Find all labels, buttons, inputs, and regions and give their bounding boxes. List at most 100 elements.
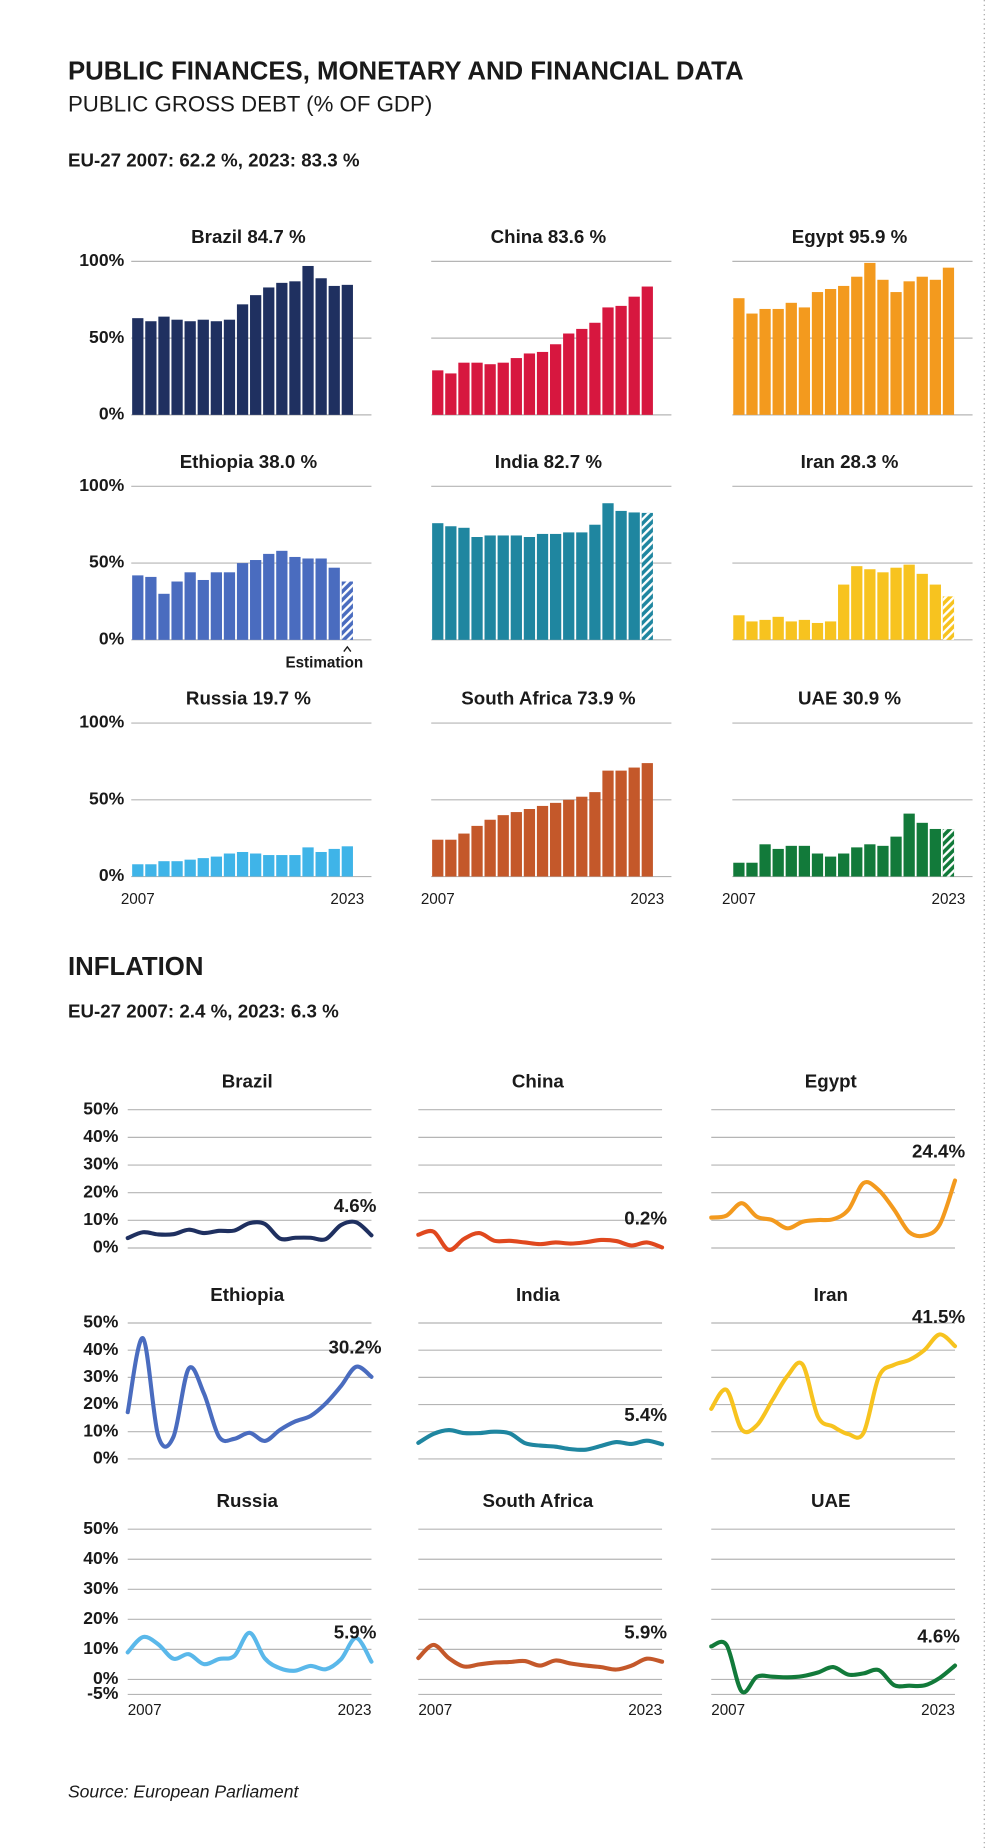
bar — [432, 523, 444, 640]
x-tick-label: 2007 — [711, 1702, 745, 1719]
chart-title: India 82.7 % — [495, 451, 603, 472]
bar — [445, 526, 457, 640]
y-tick-label: 50% — [83, 1098, 119, 1118]
value-label: 5.9% — [334, 1622, 377, 1643]
bar — [851, 276, 863, 415]
bar — [302, 847, 314, 877]
bar — [785, 302, 797, 415]
chart-title: South Africa — [482, 1490, 593, 1511]
chart-title: Russia 19.7 % — [186, 688, 311, 709]
bar — [811, 292, 824, 415]
bar — [589, 322, 601, 415]
x-tick-label: 2023 — [628, 1702, 662, 1719]
bar — [903, 564, 915, 640]
bar — [145, 576, 157, 640]
bar — [838, 285, 850, 415]
y-tick-label: -5% — [87, 1683, 119, 1703]
bar — [158, 316, 170, 415]
bar — [158, 861, 170, 877]
bar — [250, 295, 262, 415]
x-tick-label: 2007 — [421, 891, 455, 908]
chart-title: South Africa 73.9 % — [461, 688, 636, 709]
bar — [145, 864, 157, 877]
bar — [171, 581, 183, 640]
value-label: 5.9% — [624, 1622, 667, 1643]
bar — [263, 287, 275, 415]
bar — [328, 848, 340, 877]
y-tick-label: 100% — [79, 475, 124, 495]
estimate-hatch — [942, 596, 955, 640]
bar — [510, 812, 522, 877]
bar — [864, 569, 876, 640]
bar — [890, 567, 902, 640]
bar — [510, 358, 522, 415]
y-tick-label: 20% — [83, 1393, 119, 1413]
bar — [733, 615, 745, 640]
inflation-line — [709, 1332, 958, 1440]
bar — [250, 560, 262, 640]
bar — [890, 292, 902, 415]
bar — [276, 855, 288, 877]
value-label: 30.2% — [328, 1337, 381, 1358]
bar — [589, 792, 601, 877]
inflation-line — [416, 1642, 665, 1672]
value-label: 24.4% — [912, 1140, 965, 1161]
value-label: 0.2% — [624, 1207, 667, 1228]
bar — [484, 364, 496, 415]
bar — [445, 839, 457, 877]
chart-title: China 83.6 % — [491, 226, 607, 247]
y-tick-label: 0% — [99, 404, 125, 424]
bar — [536, 805, 549, 877]
y-tick-label: 20% — [83, 1181, 119, 1201]
bar — [746, 313, 758, 415]
x-tick-label: 2023 — [330, 891, 364, 908]
bar — [602, 307, 614, 415]
chart-title: Egypt — [805, 1071, 858, 1092]
bar — [549, 344, 562, 415]
bar — [263, 855, 275, 877]
bar — [458, 362, 470, 415]
bar — [289, 281, 301, 415]
bar — [576, 532, 588, 640]
bar — [184, 321, 196, 415]
chart-title: Iran — [814, 1284, 848, 1305]
bar — [510, 535, 522, 640]
chart-title: Egypt 95.9 % — [792, 226, 908, 247]
bar — [236, 304, 249, 415]
y-tick-label: 50% — [89, 788, 125, 808]
bar — [276, 282, 288, 415]
bar — [289, 556, 301, 640]
bar — [877, 845, 889, 877]
inflation-line — [416, 1228, 665, 1252]
bar — [615, 510, 627, 640]
bar — [328, 567, 340, 640]
bar — [458, 527, 470, 640]
bar — [824, 288, 837, 415]
bar — [210, 856, 222, 877]
bar — [523, 353, 536, 415]
chart-title: Iran 28.3 % — [801, 451, 899, 472]
bar — [641, 286, 653, 415]
bar — [236, 851, 249, 877]
bar — [289, 855, 301, 877]
bar — [132, 575, 144, 640]
y-tick-label: 0% — [93, 1448, 119, 1468]
y-tick-label: 0% — [93, 1668, 119, 1688]
y-tick-label: 10% — [83, 1638, 119, 1658]
page-subtitle: PUBLIC GROSS DEBT (% OF GDP) — [68, 91, 432, 116]
bar — [942, 267, 955, 415]
bar — [197, 858, 209, 877]
y-tick-label: 100% — [79, 250, 124, 270]
bar — [838, 853, 850, 877]
bar — [315, 851, 327, 877]
y-tick-label: 20% — [83, 1608, 119, 1628]
bar — [746, 621, 758, 640]
source: Source: European Parliament — [68, 1782, 300, 1802]
bar — [615, 770, 627, 877]
bar — [811, 853, 824, 877]
bar — [302, 558, 314, 640]
bar — [497, 815, 509, 877]
bar — [851, 847, 863, 877]
x-tick-label: 2007 — [128, 1702, 162, 1719]
y-tick-label: 40% — [83, 1548, 119, 1568]
